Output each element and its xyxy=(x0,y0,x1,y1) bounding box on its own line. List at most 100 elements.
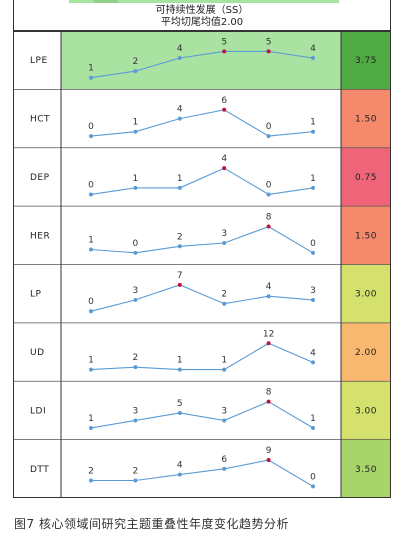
point-dtt-3 xyxy=(222,466,227,471)
sparkline-hct xyxy=(90,109,314,137)
point-label-hct-4: 0 xyxy=(266,122,272,132)
row-label-ud: UD xyxy=(30,348,45,358)
point-hct-4 xyxy=(266,134,271,139)
sparkline-lp xyxy=(90,284,314,312)
point-label-lp-3: 2 xyxy=(221,290,227,300)
point-label-lpe-3: 5 xyxy=(221,37,227,47)
point-her-5 xyxy=(311,250,315,255)
chart-header: 可持续性发展（SS） 平均切尾均值2.00 xyxy=(13,0,391,31)
header-strip-mark xyxy=(94,0,118,3)
point-dep-4 xyxy=(266,192,271,197)
point-lpe-4 xyxy=(266,49,271,54)
score-cell-ud xyxy=(341,322,391,382)
chart-title: 可持续性发展（SS） xyxy=(155,5,249,16)
sparkline-dtt xyxy=(91,459,314,487)
point-label-hct-2: 4 xyxy=(177,105,183,115)
point-label-her-4: 8 xyxy=(266,213,272,223)
point-label-hct-3: 6 xyxy=(221,96,227,106)
sparkline-her xyxy=(90,225,314,254)
point-dtt-1 xyxy=(133,478,138,483)
sparkline-ldi xyxy=(90,401,314,429)
point-ud-5 xyxy=(311,360,315,365)
point-ldi-1 xyxy=(133,418,138,423)
point-label-her-0: 1 xyxy=(88,236,94,246)
point-dep-1 xyxy=(133,185,138,190)
score-value-ud: 2.00 xyxy=(355,348,377,358)
point-lpe-3 xyxy=(222,49,227,54)
point-hct-0 xyxy=(89,134,93,139)
point-label-her-2: 2 xyxy=(177,232,183,242)
sparkline-ud xyxy=(90,342,314,371)
score-value-dtt: 3.50 xyxy=(355,465,377,475)
highlight-band-lpe xyxy=(61,31,341,90)
row-label-her: HER xyxy=(30,231,50,241)
sparkline-lpe xyxy=(90,50,314,79)
sparkline-chart: LPE 3.75 1 2 4 5 5 4 HCT 1.50 0 1 4 6 0 1 DEP 0.75 0 1 1 4 0 1 H… xyxy=(13,31,391,498)
point-label-ud-5: 4 xyxy=(310,348,316,358)
point-label-her-5: 0 xyxy=(310,239,316,249)
point-label-dtt-1: 2 xyxy=(133,466,139,476)
point-her-3 xyxy=(222,240,227,245)
score-value-ldi: 3.00 xyxy=(355,406,377,416)
score-value-her: 1.50 xyxy=(355,231,377,241)
point-ud-2 xyxy=(177,367,182,372)
point-label-lpe-4: 5 xyxy=(266,37,272,47)
point-lp-5 xyxy=(311,297,315,302)
point-label-dtt-4: 9 xyxy=(266,446,272,456)
header-strip-green xyxy=(69,0,339,3)
point-her-2 xyxy=(177,244,182,249)
point-hct-2 xyxy=(177,116,182,121)
sparkline-dep xyxy=(90,167,314,195)
score-cell-ldi xyxy=(341,381,391,440)
point-label-hct-0: 0 xyxy=(88,122,94,132)
point-her-4 xyxy=(266,224,271,229)
point-label-hct-1: 1 xyxy=(133,118,139,128)
point-ud-1 xyxy=(133,365,138,370)
point-label-lp-1: 3 xyxy=(133,286,139,296)
point-label-ldi-4: 8 xyxy=(266,388,272,398)
row-label-dtt: DTT xyxy=(30,465,49,475)
score-value-lpe: 3.75 xyxy=(355,56,377,66)
point-lpe-1 xyxy=(133,69,138,74)
point-label-ldi-3: 3 xyxy=(221,406,227,416)
score-cell-lpe xyxy=(341,31,391,90)
point-dep-5 xyxy=(311,185,315,190)
point-ud-4 xyxy=(266,341,271,346)
row-label-lp: LP xyxy=(30,290,42,300)
sparkline-grid: LPE 3.75 1 2 4 5 5 4 HCT 1.50 0 1 4 6 0 1 DEP 0.75 0 1 1 4 0 1 H… xyxy=(13,31,391,498)
point-label-dtt-0: 2 xyxy=(88,466,94,476)
point-label-lp-2: 7 xyxy=(177,271,183,281)
point-label-dep-5: 1 xyxy=(310,174,316,184)
score-value-hct: 1.50 xyxy=(355,115,377,125)
score-value-lp: 3.00 xyxy=(355,290,377,300)
point-lp-3 xyxy=(222,301,227,306)
point-hct-3 xyxy=(222,107,227,112)
point-label-lpe-1: 2 xyxy=(133,57,139,67)
point-ldi-0 xyxy=(89,425,93,430)
point-label-dep-2: 1 xyxy=(177,174,183,184)
point-dtt-5 xyxy=(311,484,315,489)
point-label-dep-1: 1 xyxy=(133,174,139,184)
point-lp-4 xyxy=(266,294,271,299)
grid-border xyxy=(13,31,391,498)
row-label-ldi: LDI xyxy=(30,406,46,416)
row-label-lpe: LPE xyxy=(30,56,48,66)
point-label-lpe-5: 4 xyxy=(310,44,316,54)
row-label-dep: DEP xyxy=(30,173,50,183)
point-lpe-5 xyxy=(311,55,315,60)
point-dtt-0 xyxy=(89,478,93,483)
point-label-ldi-0: 1 xyxy=(88,414,94,424)
point-dep-2 xyxy=(177,185,182,190)
point-her-0 xyxy=(89,247,93,252)
point-lpe-2 xyxy=(177,55,182,60)
score-cell-dep xyxy=(341,147,391,207)
point-ldi-3 xyxy=(222,418,227,423)
point-label-lpe-0: 1 xyxy=(88,64,94,74)
row-label-hct: HCT xyxy=(30,115,50,125)
point-label-ldi-1: 3 xyxy=(133,406,139,416)
point-label-dep-0: 0 xyxy=(88,180,94,190)
score-value-dep: 0.75 xyxy=(355,173,377,183)
point-label-ud-1: 2 xyxy=(133,353,139,363)
point-label-dep-3: 4 xyxy=(221,154,227,164)
point-label-ud-0: 1 xyxy=(88,356,94,366)
